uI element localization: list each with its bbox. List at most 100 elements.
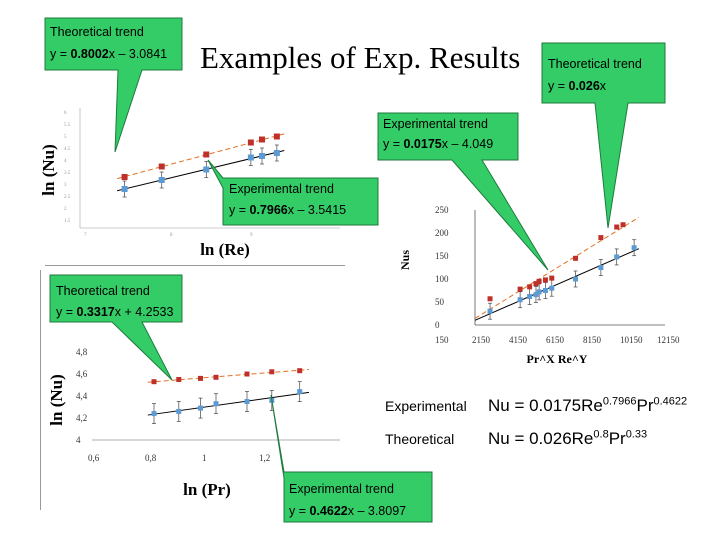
experimental-point [151,411,157,417]
y-tick-label: 4,6 [76,369,88,379]
x-tick-label: 6150 [546,335,565,345]
x-tick-label: 0,8 [145,453,157,463]
theoretical-point [259,136,265,143]
y-tick-label: 150 [435,251,449,261]
svg-text:5: 5 [64,135,67,140]
theoretical-point [176,377,182,382]
x-axis-label: ln (Re) [200,240,250,259]
experimental-point [549,285,555,291]
x-tick-label: 1 [202,453,207,463]
theoretical-point [527,284,533,290]
correlation-label: Experimental [385,397,467,414]
svg-text:7: 7 [84,233,87,238]
y-tick-label: 4,8 [76,347,88,357]
theoretical-point [533,281,539,287]
theoretical-point [542,277,548,283]
trend-line-experimental [117,150,285,192]
callout-theoretical-nus: Theoretical trend y = 0.026x [541,42,666,229]
y-tick-label: 0 [435,320,440,330]
theoretical-point [536,278,542,284]
x-tick-label: 8150 [583,335,602,345]
callout-theoretical-pr: Theoretical trend y = 0.3317x + 4.2533 [49,274,183,381]
trend-line-experimental [474,248,640,321]
slide-title: Examples of Exp. Results [200,40,521,75]
x-tick-label: 1,2 [259,453,270,463]
svg-text:9: 9 [250,233,253,238]
experimental-point [631,245,637,251]
theoretical-point [121,174,128,180]
theoretical-point [297,368,303,374]
divider-line [40,270,41,510]
experimental-point [198,405,203,411]
theoretical-point [244,371,250,377]
theoretical-correlation: Theoretical Nu = 0.026Re0.8Pr0.33 [385,428,647,449]
svg-text:4.5: 4.5 [64,147,71,152]
x-axis-label: ln (Pr) [183,480,231,499]
y-tick-label: 4,2 [76,413,87,423]
experimental-point [247,154,254,161]
svg-text:3: 3 [64,183,67,188]
svg-text:3.5: 3.5 [64,171,71,176]
correlation-equation: Nu = 0.0175Re0.7966Pr0.4622 [488,395,688,415]
experimental-point [121,186,128,192]
correlation-equation: Nu = 0.026Re0.8Pr0.33 [488,428,648,448]
y-tick-label: 100 [435,274,449,284]
experimental-point [176,408,182,414]
svg-text:4: 4 [64,159,67,164]
callout-equation: y = 0.3317x + 4.2533 [56,305,174,319]
theoretical-point [203,151,210,158]
y-tick-label: 200 [435,228,449,238]
experimental-point [542,288,548,293]
callout-label: Theoretical trend [50,25,144,39]
svg-text:5.5: 5.5 [64,123,71,128]
trend-line-theoretical [147,368,310,383]
callout-label: Theoretical trend [548,57,642,71]
callout-experimental-nus: Experimental trend y = 0.0175x – 4.049 [377,112,549,271]
callout-equation: y = 0.4622x – 3.8097 [289,504,406,518]
y-tick-label: 50 [435,297,445,307]
theoretical-point [573,255,579,261]
axes [79,108,340,229]
svg-text:2: 2 [64,207,67,212]
chart-ln-re: 6 5.5 5 4.5 4 3.5 3 2.5 2 1.5 7 8 9 ln (Nu) ln … [39,108,340,259]
experimental-point [536,289,542,295]
experimental-point [259,153,265,159]
callout-label: Theoretical trend [56,284,150,298]
x-tick-label: 2150 [472,335,491,345]
y-tick-label: 4,4 [76,391,88,401]
y-tick-label: 4 [76,435,81,445]
y-axis-label: ln (Nu) [39,144,58,195]
trend-line-theoretical [474,216,640,319]
theoretical-point [487,296,493,302]
x-tick-label: 0,6 [88,453,100,463]
x-tick-label: 150 [435,335,449,345]
experimental-point [244,399,250,404]
callout-equation: y = 0.7966x – 3.5415 [229,203,346,217]
theoretical-point [151,379,157,385]
experimental-point [487,308,493,314]
trend-line-theoretical [117,133,285,180]
callout-label: Experimental trend [289,482,394,496]
callout-theoretical-re: Theoretical trend y = 0.8002x – 3.0841 [44,17,183,153]
svg-text:8: 8 [170,233,173,238]
experimental-correlation: Experimental Nu = 0.0175Re0.7966Pr0.4622 [385,395,687,416]
chart-nus: 250 200 150 100 50 0 150 2150 4150 6150 8150 10150 1… [398,205,680,366]
x-tick-label: 12150 [657,335,680,345]
experimental-point [517,297,523,303]
experimental-point [203,166,210,173]
divider-line [45,265,345,266]
x-tick-label: 4150 [509,335,528,345]
theoretical-point [213,374,219,380]
x-tick-label: 10150 [620,335,643,345]
x-axis-label: Pr^X Re^Y [527,352,588,366]
experimental-point [213,401,219,407]
experimental-point [573,276,579,282]
trend-line-experimental [147,391,310,416]
svg-text:1.5: 1.5 [64,219,71,224]
experimental-point [527,293,533,299]
experimental-point [533,292,539,298]
theoretical-point [598,235,604,241]
callout-equation: y = 0.026x [548,79,607,93]
experimental-point [273,150,280,156]
